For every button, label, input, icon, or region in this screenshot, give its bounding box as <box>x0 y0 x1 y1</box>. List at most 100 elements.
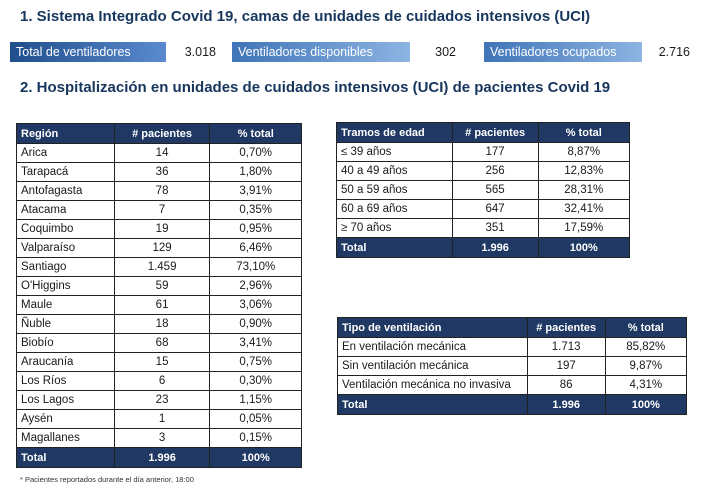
cell-label: Santiago <box>16 257 115 277</box>
region-row: Santiago 1.459 73,10% <box>16 257 302 277</box>
region-row: Los Lagos 23 1,15% <box>16 390 302 410</box>
cell-label: Valparaíso <box>16 238 115 258</box>
age-header-tramos: Tramos de edad <box>336 122 453 143</box>
cell-pacientes: 351 <box>451 218 539 238</box>
ventilation-table-header: Tipo de ventilación # pacientes % total <box>337 317 688 338</box>
region-table: Región # pacientes % total Arica 14 0,70% T… <box>16 123 302 468</box>
age-table: Tramos de edad # pacientes % total ≤ 39 … <box>336 122 631 258</box>
cell-pacientes: 1.459 <box>113 257 211 277</box>
region-row: Los Ríos 6 0,30% <box>16 371 302 391</box>
cell-label: Atacama <box>16 200 115 220</box>
region-total-label: Total <box>16 447 115 468</box>
cell-percent: 0,30% <box>209 371 302 391</box>
region-row: O'Higgins 59 2,96% <box>16 276 302 296</box>
cell-pacientes: 129 <box>113 238 211 258</box>
vent-header-pacientes: # pacientes <box>526 317 606 338</box>
cell-pacientes: 36 <box>113 162 211 182</box>
ventilation-row: En ventilación mecánica 1.713 85,82% <box>337 337 688 357</box>
cell-label: ≥ 70 años <box>336 218 453 238</box>
cell-percent: 8,87% <box>537 142 631 162</box>
region-row: Araucanía 15 0,75% <box>16 352 302 372</box>
section2-title: 2. Hospitalización en unidades de cuidad… <box>20 79 611 96</box>
cell-percent: 85,82% <box>604 337 688 357</box>
cell-label: Los Lagos <box>16 390 115 410</box>
cell-percent: 3,41% <box>209 333 302 353</box>
section1-title: 1. Sistema Integrado Covid 19, camas de … <box>20 8 591 25</box>
age-header-pacientes: # pacientes <box>451 122 539 143</box>
vent-total-percent: 100% <box>604 394 688 415</box>
cell-pacientes: 61 <box>113 295 211 315</box>
cell-percent: 3,91% <box>209 181 302 201</box>
cell-percent: 0,95% <box>209 219 302 239</box>
cell-label: Araucanía <box>16 352 115 372</box>
age-row: 60 a 69 años 647 32,41% <box>336 199 631 219</box>
cell-pacientes: 19 <box>113 219 211 239</box>
cell-pacientes: 6 <box>113 371 211 391</box>
stat-ventiladores-ocupados-label: Ventiladores ocupados <box>484 42 642 62</box>
stat-total-ventiladores-label: Total de ventiladores <box>10 42 166 62</box>
region-row: Biobío 68 3,41% <box>16 333 302 353</box>
cell-percent: 0,35% <box>209 200 302 220</box>
cell-percent: 4,31% <box>604 375 688 395</box>
age-total-label: Total <box>336 237 453 258</box>
cell-percent: 9,87% <box>604 356 688 376</box>
cell-label: O'Higgins <box>16 276 115 296</box>
vent-header-tipo: Tipo de ventilación <box>337 317 528 338</box>
footnote: * Pacientes reportados durante el día an… <box>20 475 194 484</box>
cell-pacientes: 78 <box>113 181 211 201</box>
region-row: Antofagasta 78 3,91% <box>16 181 302 201</box>
region-row: Arica 14 0,70% <box>16 143 302 163</box>
cell-label: Sin ventilación mecánica <box>337 356 528 376</box>
region-total-pacientes: 1.996 <box>113 447 211 468</box>
cell-percent: 17,59% <box>537 218 631 238</box>
region-header-pacientes: # pacientes <box>113 123 211 144</box>
cell-pacientes: 1 <box>113 409 211 429</box>
cell-pacientes: 14 <box>113 143 211 163</box>
region-table-header: Región # pacientes % total <box>16 123 302 144</box>
age-total-pacientes: 1.996 <box>451 237 539 258</box>
cell-label: Ñuble <box>16 314 115 334</box>
ventilation-row: Sin ventilación mecánica 197 9,87% <box>337 356 688 376</box>
cell-pacientes: 565 <box>451 180 539 200</box>
cell-pacientes: 68 <box>113 333 211 353</box>
cell-label: 60 a 69 años <box>336 199 453 219</box>
cell-label: Ventilación mecánica no invasiva <box>337 375 528 395</box>
cell-percent: 2,96% <box>209 276 302 296</box>
region-total-percent: 100% <box>209 447 302 468</box>
region-table-total-row: Total 1.996 100% <box>16 447 302 468</box>
cell-percent: 1,15% <box>209 390 302 410</box>
region-row: Valparaíso 129 6,46% <box>16 238 302 258</box>
cell-percent: 0,90% <box>209 314 302 334</box>
cell-label: ≤ 39 años <box>336 142 453 162</box>
cell-label: En ventilación mecánica <box>337 337 528 357</box>
cell-label: Magallanes <box>16 428 115 448</box>
region-row: Coquimbo 19 0,95% <box>16 219 302 239</box>
cell-label: Coquimbo <box>16 219 115 239</box>
cell-percent: 73,10% <box>209 257 302 277</box>
region-row: Ñuble 18 0,90% <box>16 314 302 334</box>
cell-percent: 0,70% <box>209 143 302 163</box>
cell-pacientes: 256 <box>451 161 539 181</box>
cell-pacientes: 1.713 <box>526 337 606 357</box>
cell-pacientes: 23 <box>113 390 211 410</box>
age-row: 50 a 59 años 565 28,31% <box>336 180 631 200</box>
cell-pacientes: 18 <box>113 314 211 334</box>
cell-label: Arica <box>16 143 115 163</box>
age-header-total: % total <box>537 122 631 143</box>
stat-ventiladores-ocupados-value: 2.716 <box>658 45 690 59</box>
cell-pacientes: 59 <box>113 276 211 296</box>
age-row: ≥ 70 años 351 17,59% <box>336 218 631 238</box>
ventilation-table-total-row: Total 1.996 100% <box>337 394 688 415</box>
region-row: Atacama 7 0,35% <box>16 200 302 220</box>
cell-pacientes: 177 <box>451 142 539 162</box>
cell-label: Antofagasta <box>16 181 115 201</box>
stat-total-ventiladores-value: 3.018 <box>184 45 216 59</box>
stat-ventiladores-disponibles-label: Ventiladores disponibles <box>232 42 410 62</box>
ventilation-table: Tipo de ventilación # pacientes % total … <box>337 317 688 415</box>
cell-label: 50 a 59 años <box>336 180 453 200</box>
cell-percent: 32,41% <box>537 199 631 219</box>
stat-ventiladores-disponibles-value: 302 <box>435 45 456 59</box>
cell-percent: 0,75% <box>209 352 302 372</box>
age-total-percent: 100% <box>537 237 631 258</box>
region-row: Magallanes 3 0,15% <box>16 428 302 448</box>
